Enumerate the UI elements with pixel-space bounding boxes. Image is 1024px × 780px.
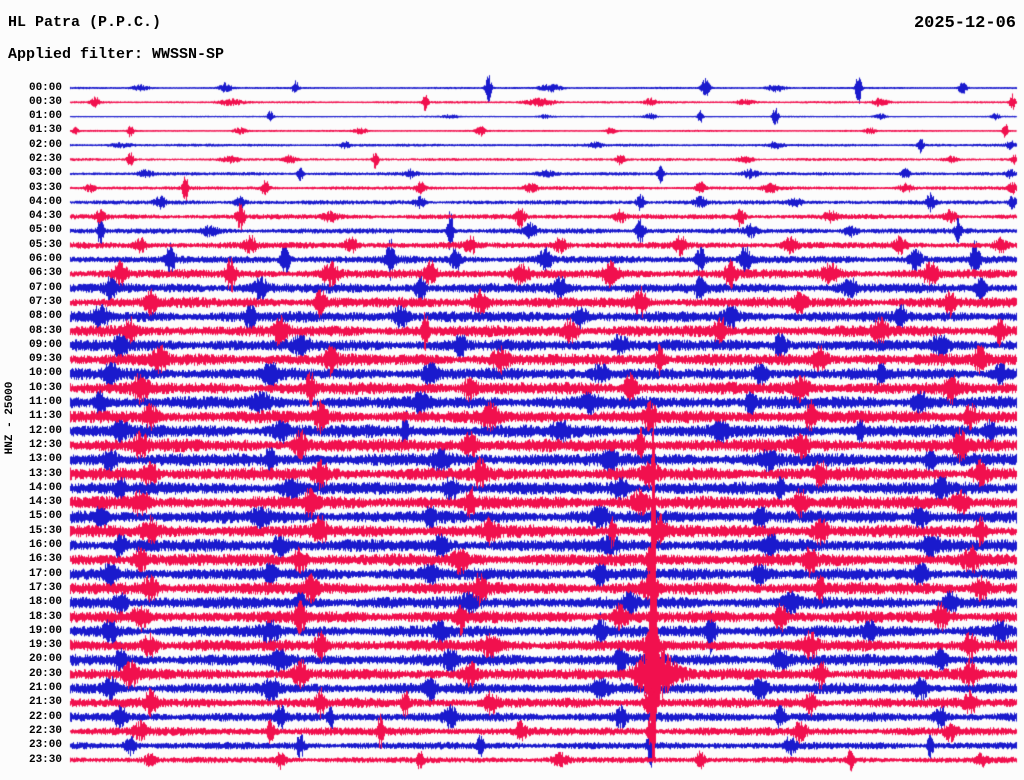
time-label: 18:30 bbox=[28, 610, 62, 623]
time-label: 03:30 bbox=[28, 181, 62, 194]
time-label: 15:00 bbox=[28, 510, 62, 523]
time-label: 17:00 bbox=[28, 567, 62, 580]
time-label: 23:00 bbox=[28, 739, 62, 752]
time-label: 11:30 bbox=[28, 410, 62, 423]
time-label: 12:30 bbox=[28, 438, 62, 451]
time-label: 06:00 bbox=[28, 253, 62, 266]
time-label: 11:00 bbox=[28, 396, 62, 409]
time-label: 16:30 bbox=[28, 553, 62, 566]
time-label: 10:00 bbox=[28, 367, 62, 380]
time-label: 13:00 bbox=[28, 453, 62, 466]
station-title: HL Patra (P.P.C.) bbox=[8, 14, 162, 31]
time-label: 17:30 bbox=[28, 581, 62, 594]
time-label: 13:30 bbox=[28, 467, 62, 480]
date-label: 2025-12-06 bbox=[913, 14, 1016, 33]
time-label: 07:30 bbox=[28, 295, 62, 308]
filter-label: Applied filter: WWSSN-SP bbox=[8, 46, 225, 63]
time-label: 22:30 bbox=[28, 724, 62, 737]
time-label: 19:30 bbox=[28, 639, 62, 652]
time-label: 18:00 bbox=[28, 596, 62, 609]
time-label: 20:30 bbox=[28, 667, 62, 680]
time-label: 01:00 bbox=[28, 110, 62, 123]
time-label: 06:30 bbox=[28, 267, 62, 280]
time-label: 14:00 bbox=[28, 481, 62, 494]
time-label: 09:30 bbox=[28, 353, 62, 366]
time-label: 23:30 bbox=[28, 753, 62, 766]
time-label: 21:00 bbox=[28, 682, 62, 695]
time-label: 22:00 bbox=[28, 710, 62, 723]
time-label: 16:00 bbox=[28, 539, 62, 552]
time-label: 20:00 bbox=[28, 653, 62, 666]
time-label: 21:30 bbox=[28, 696, 62, 709]
time-label: 09:00 bbox=[28, 338, 62, 351]
time-label: 07:00 bbox=[28, 281, 62, 294]
time-label: 08:00 bbox=[28, 310, 62, 323]
time-label: 19:00 bbox=[28, 624, 62, 637]
time-label: 03:00 bbox=[28, 167, 62, 180]
time-label: 12:00 bbox=[28, 424, 62, 437]
time-label: 02:00 bbox=[28, 138, 62, 151]
time-label: 00:00 bbox=[28, 81, 62, 94]
time-label: 04:30 bbox=[28, 210, 62, 223]
time-label: 14:30 bbox=[28, 496, 62, 509]
time-label: 01:30 bbox=[28, 124, 62, 137]
time-label: 05:30 bbox=[28, 238, 62, 251]
time-label: 08:30 bbox=[28, 324, 62, 337]
time-label: 04:00 bbox=[28, 195, 62, 208]
time-label: 05:00 bbox=[28, 224, 62, 237]
time-label: 00:30 bbox=[28, 95, 62, 108]
time-label: 10:30 bbox=[28, 381, 62, 394]
time-label: 15:30 bbox=[28, 524, 62, 537]
time-label: 02:30 bbox=[28, 152, 62, 165]
